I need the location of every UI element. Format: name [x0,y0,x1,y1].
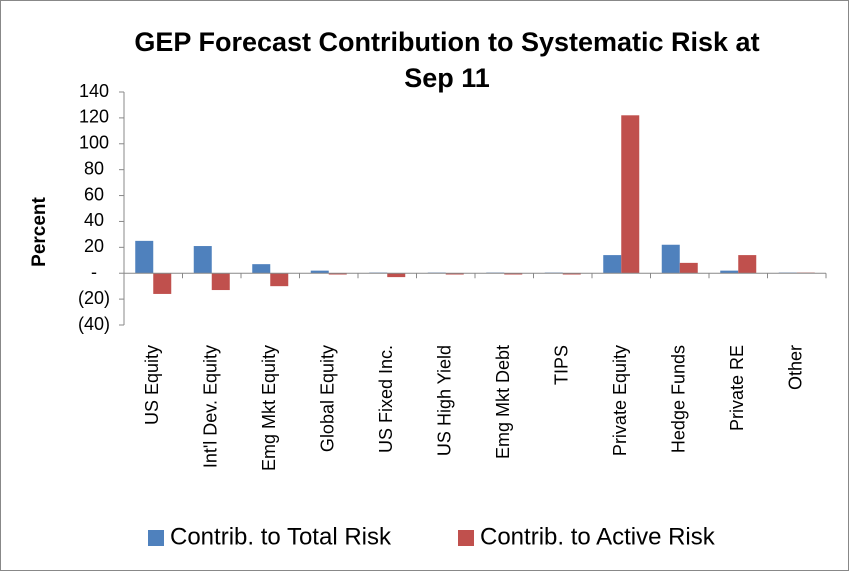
bar [445,273,464,275]
bar [661,244,680,274]
legend-swatch [458,530,474,546]
bar [720,270,739,274]
bar [738,255,757,274]
x-tick-label: US High Yield [435,345,455,456]
y-tick-label: 20 [84,236,104,256]
x-tick-label: US Fixed Inc. [376,345,396,453]
bar [504,273,523,275]
bar [387,273,406,278]
y-tick-label: 140 [79,81,109,101]
x-tick-label: Emg Mkt Equity [259,345,279,471]
legend-label: Contrib. to Total Risk [170,523,392,550]
x-tick-label: Other [786,345,806,390]
bar [211,273,230,291]
bar [621,115,640,274]
x-tick-label: Emg Mkt Debt [493,345,513,459]
bar [562,273,581,275]
x-tick-label: TIPS [552,345,572,385]
bar [603,255,622,274]
y-tick-label: 60 [84,184,104,204]
y-axis-label: Percent [29,196,50,266]
x-tick-label: Hedge Funds [669,345,689,453]
x-tick-label: US Equity [142,345,162,425]
bar [328,273,347,275]
y-tick-label: (20) [78,288,110,308]
bar [153,273,172,294]
y-tick-label: 100 [79,133,109,153]
legend-swatch [148,530,164,546]
y-tick-label: - [91,262,97,282]
x-tick-label: Private Equity [610,345,630,456]
bar [135,240,154,274]
bar [310,270,329,274]
y-tick-label: 120 [79,107,109,127]
bar [270,273,289,287]
x-tick-label: Int'l Dev. Equity [201,345,221,468]
y-tick-label: 80 [84,158,104,178]
bar [193,246,212,274]
y-tick-label: 40 [84,210,104,230]
bar [252,264,271,274]
x-tick-label: Private RE [727,345,747,431]
x-tick-label: Global Equity [318,345,338,452]
chart-title: GEP Forecast Contribution to Systematic … [134,27,760,93]
y-tick-label: (40) [78,314,110,334]
bar [679,262,698,274]
legend-label: Contrib. to Active Risk [480,523,716,550]
